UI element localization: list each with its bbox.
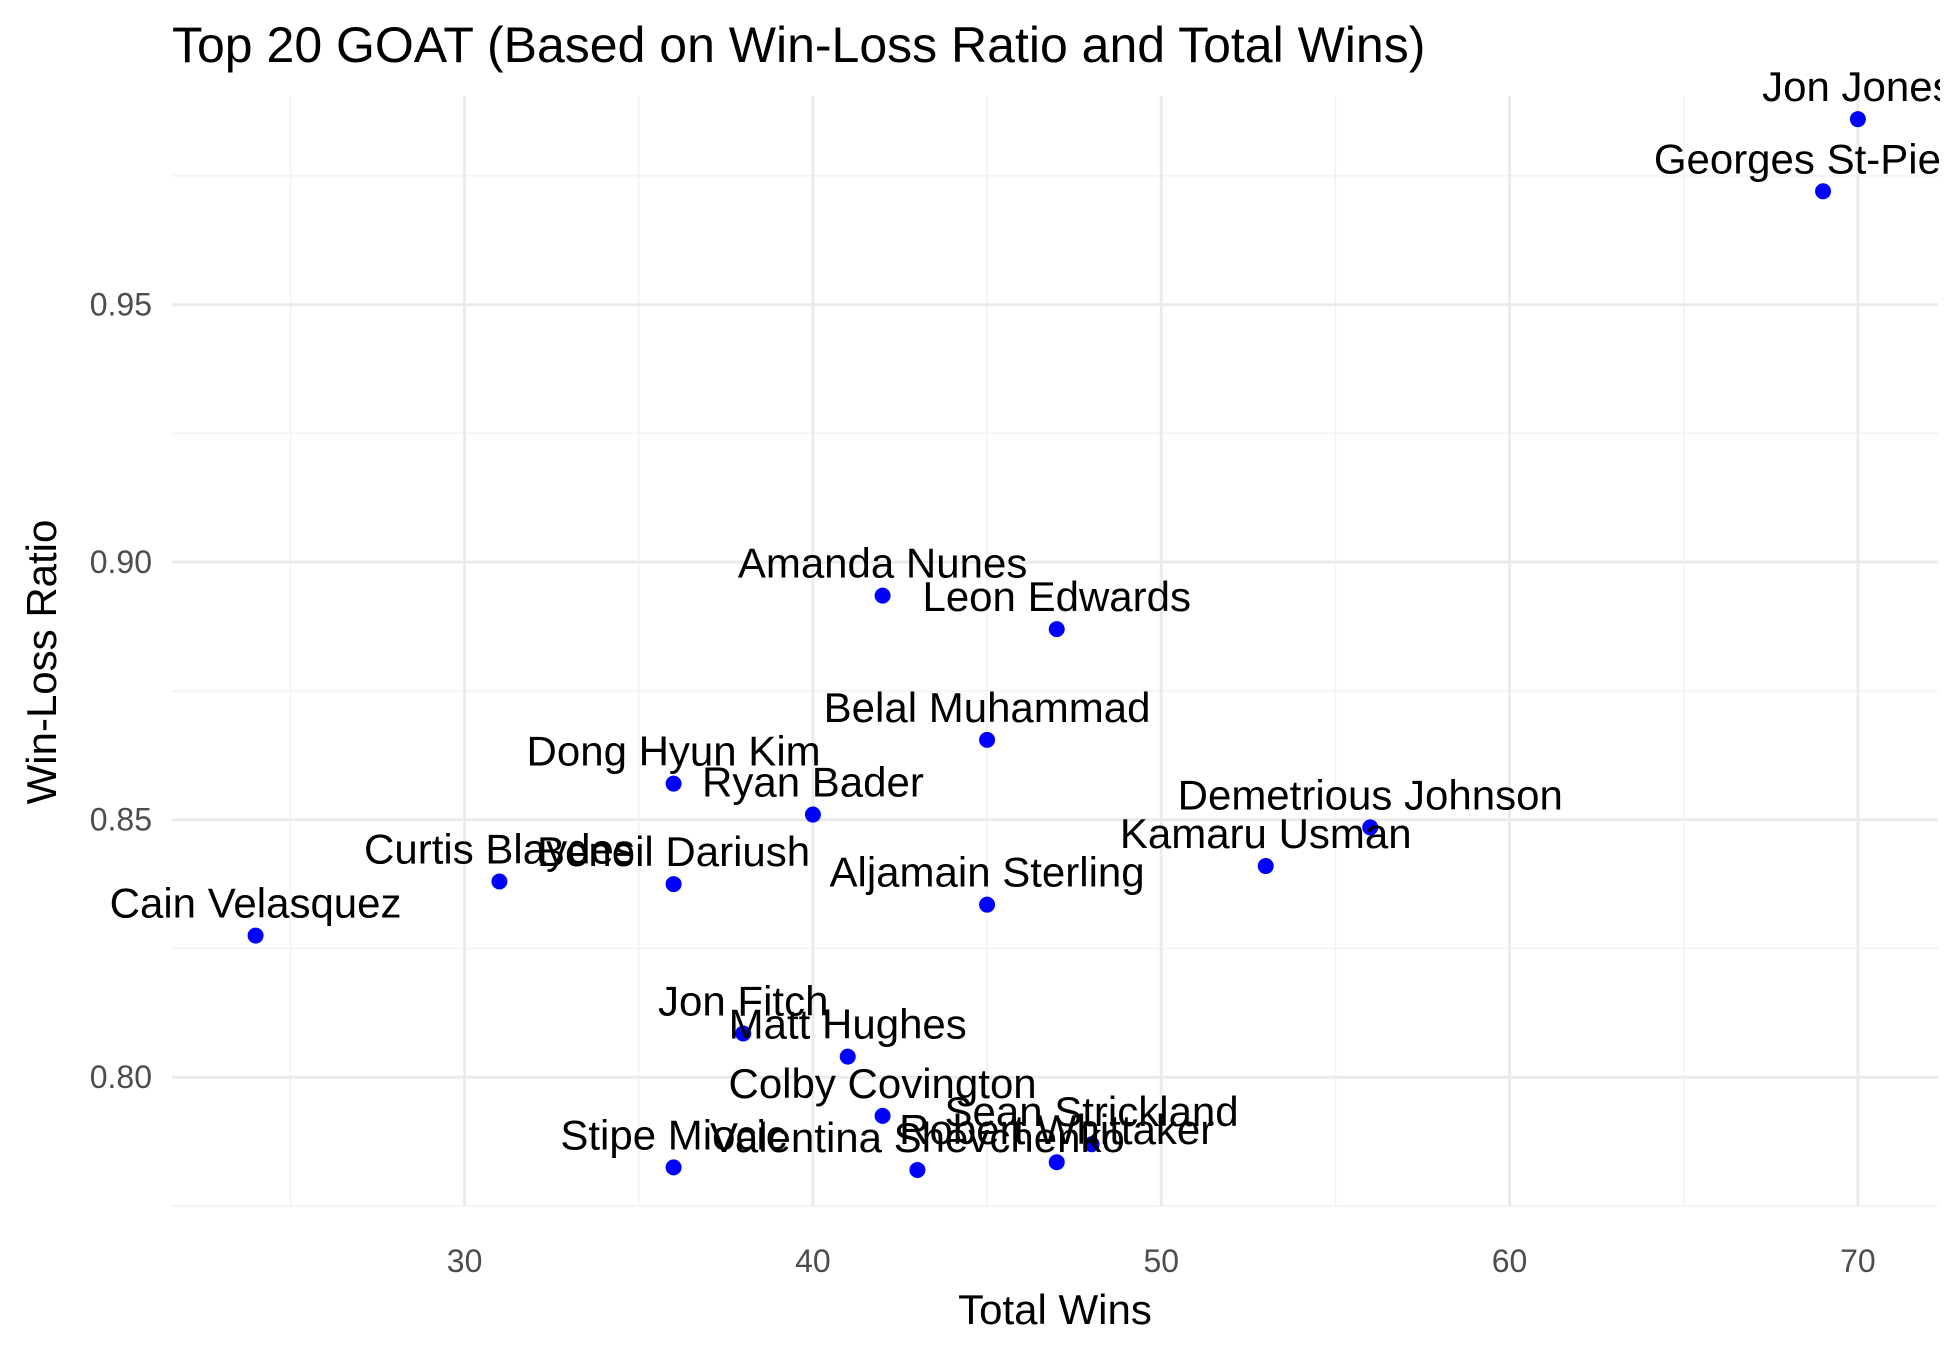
point-label: Valentina Shevchenko bbox=[710, 1114, 1125, 1161]
point-label: Kamaru Usman bbox=[1120, 810, 1412, 857]
data-point bbox=[1362, 819, 1379, 836]
point-label: Colby Covington bbox=[728, 1060, 1036, 1107]
x-tick-label: 50 bbox=[1143, 1243, 1179, 1279]
chart-title: Top 20 GOAT (Based on Win-Loss Ratio and… bbox=[172, 17, 1425, 73]
data-point bbox=[665, 876, 682, 893]
data-point bbox=[1815, 183, 1832, 200]
data-point bbox=[874, 1107, 891, 1124]
point-label: Stipe Miocic bbox=[560, 1111, 786, 1158]
data-point bbox=[1083, 1136, 1100, 1153]
y-tick-label: 0.80 bbox=[90, 1059, 152, 1095]
data-point bbox=[665, 775, 682, 792]
point-label: Leon Edwards bbox=[922, 573, 1191, 620]
point-label: Cain Velasquez bbox=[110, 880, 402, 927]
point-label: Ryan Bader bbox=[702, 759, 924, 806]
point-label: Jon Jones bbox=[1762, 63, 1950, 110]
point-label: Matt Hughes bbox=[729, 1001, 967, 1048]
x-axis-title: Total Wins bbox=[958, 1286, 1152, 1333]
data-point bbox=[874, 587, 891, 604]
x-tick-label: 70 bbox=[1840, 1243, 1876, 1279]
data-point bbox=[909, 1161, 926, 1178]
point-label: Dong Hyun Kim bbox=[527, 728, 821, 775]
point-label: Belal Muhammad bbox=[824, 684, 1151, 731]
point-label: Curtis Blaydes bbox=[364, 825, 635, 872]
data-point bbox=[247, 927, 264, 944]
point-label: Aljamain Sterling bbox=[829, 849, 1144, 896]
data-points bbox=[247, 111, 1866, 1178]
data-point bbox=[1257, 858, 1274, 875]
data-point bbox=[1048, 621, 1065, 638]
data-point bbox=[839, 1048, 856, 1065]
x-tick-label: 40 bbox=[795, 1243, 831, 1279]
point-label: Sean Strickland bbox=[944, 1088, 1238, 1135]
data-point bbox=[491, 873, 508, 890]
point-label: Georges St-Pierre bbox=[1654, 135, 1950, 182]
y-tick-label: 0.90 bbox=[90, 544, 152, 580]
y-axis-title: Win-Loss Ratio bbox=[18, 520, 65, 805]
y-tick-label: 0.95 bbox=[90, 287, 152, 323]
data-point bbox=[665, 1159, 682, 1176]
point-label: Jon Fitch bbox=[658, 977, 828, 1024]
data-point bbox=[979, 896, 996, 913]
point-label: Demetrious Johnson bbox=[1178, 771, 1563, 818]
data-point bbox=[804, 806, 821, 823]
tick-labels: 30 40 50 60 70 0.80 0.85 0.90 0.95 bbox=[90, 287, 1876, 1279]
point-labels: Jon Jones Georges St-Pierre Amanda NunesLe… bbox=[110, 63, 1950, 1161]
data-point bbox=[735, 1025, 752, 1042]
point-label: Amanda Nunes bbox=[738, 540, 1028, 587]
data-point bbox=[979, 731, 996, 748]
gridlines bbox=[172, 96, 1938, 1207]
y-tick-label: 0.85 bbox=[90, 802, 152, 838]
data-point bbox=[1849, 111, 1866, 128]
data-point bbox=[1048, 1154, 1065, 1171]
point-label: Beneil Dariush bbox=[537, 828, 810, 875]
x-tick-label: 30 bbox=[447, 1243, 483, 1279]
x-tick-label: 60 bbox=[1492, 1243, 1528, 1279]
point-label: Robert Whittaker bbox=[899, 1106, 1214, 1153]
